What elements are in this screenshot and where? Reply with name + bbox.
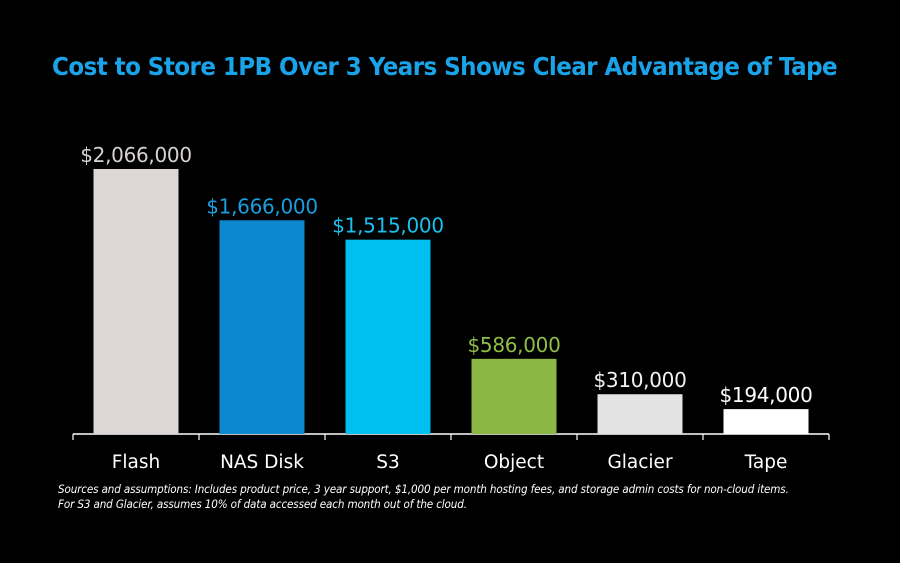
x-tick-label: Tape (744, 452, 788, 473)
x-tick-label: NAS Disk (220, 452, 304, 473)
data-label: $1,666,000 (206, 194, 318, 218)
bar-object (471, 358, 557, 434)
data-label: $1,515,000 (332, 214, 444, 238)
x-tick-label: Flash (112, 452, 160, 473)
data-label: $310,000 (593, 368, 686, 392)
x-tick-label: Object (484, 452, 544, 473)
data-label: $586,000 (467, 333, 560, 357)
chart-title: Cost to Store 1PB Over 3 Years Shows Cle… (52, 52, 838, 81)
x-tick-label: S3 (376, 452, 400, 473)
bar-tape (723, 409, 809, 434)
footnote: Sources and assumptions: Includes produc… (58, 482, 844, 512)
x-tick-label: Glacier (607, 452, 673, 473)
footnote-line-2: For S3 and Glacier, assumes 10% of data … (58, 498, 467, 511)
bar-glacier (597, 394, 683, 434)
bar-nas-disk (219, 220, 305, 434)
bar-flash (93, 169, 179, 434)
footnote-line-1: Sources and assumptions: Includes produc… (58, 483, 789, 496)
bar-s3 (345, 239, 431, 434)
data-label: $194,000 (719, 383, 812, 407)
data-label: $2,066,000 (80, 143, 192, 167)
